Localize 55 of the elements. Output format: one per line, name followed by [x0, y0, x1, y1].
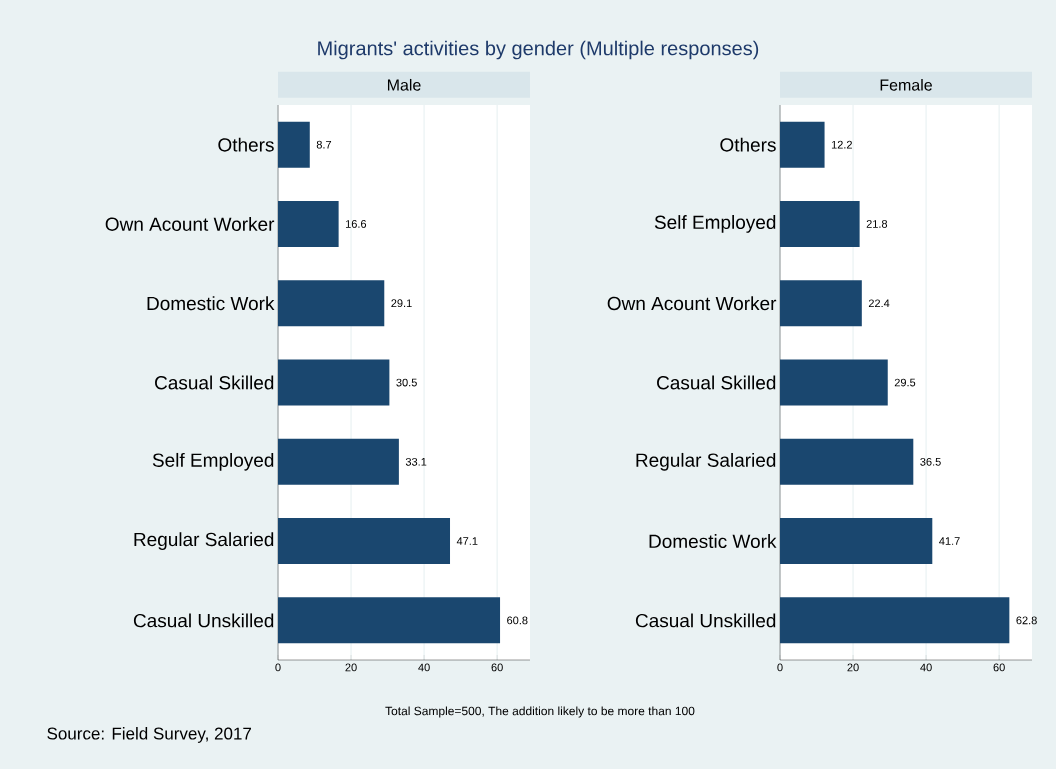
source-note: Source: Field Survey, 2017 [47, 727, 252, 743]
x-tick-label: 40 [920, 663, 932, 672]
bar [780, 280, 862, 327]
chart-subtitle: Female [880, 78, 932, 91]
bar [780, 121, 825, 168]
data-label: 30.5 [396, 378, 417, 387]
data-label: 12.2 [831, 140, 852, 149]
bar [278, 438, 399, 485]
data-label: 22.4 [868, 299, 890, 308]
data-label: 41.7 [939, 537, 960, 545]
bar [278, 200, 339, 247]
data-label: 33.1 [405, 457, 427, 466]
data-label: 60.8 [507, 616, 528, 625]
y-tick-label: Casual Unskilled [635, 613, 776, 628]
y-tick-label: Domestic Work [649, 534, 777, 549]
y-tick-label: Casual Skilled [155, 375, 274, 390]
data-label: 29.5 [894, 378, 916, 387]
data-label: 8.7 [316, 140, 332, 149]
x-tick-label: 60 [491, 663, 503, 672]
bar [780, 200, 860, 247]
data-label: 36.5 [920, 457, 941, 466]
y-tick-label: Others [720, 137, 776, 152]
bar [780, 359, 888, 406]
y-tick-label: Own Acount Worker [607, 296, 777, 311]
bar [278, 121, 310, 168]
y-tick-label: Domestic Work [147, 296, 275, 311]
bar [278, 280, 385, 327]
x-tick-label: 0 [275, 663, 281, 672]
y-tick-label: Casual Unskilled [133, 613, 274, 628]
data-label: 62.8 [1016, 616, 1037, 625]
x-tick-label: 20 [345, 663, 357, 672]
y-tick-label: Self Employed [152, 452, 274, 471]
bar [278, 597, 501, 644]
x-tick-label: 0 [777, 663, 783, 672]
bar [780, 518, 933, 565]
bar [780, 597, 1010, 644]
data-label: 16.6 [345, 220, 367, 228]
y-tick-label: Own Acount Worker [105, 216, 275, 231]
x-tick-label: 20 [847, 663, 859, 672]
data-label: 47.1 [456, 537, 478, 545]
data-label: 21.8 [866, 220, 888, 228]
bar [780, 438, 914, 485]
chart-subtitle: Male [387, 78, 421, 91]
y-tick-label: Self Employed [654, 215, 776, 233]
chart-title: Migrants' activities by gender (Multiple responses) [318, 40, 759, 60]
y-tick-label: Regular Salaried [134, 532, 274, 550]
data-label: 29.1 [391, 299, 412, 308]
bar [278, 359, 390, 406]
y-tick-label: Others [218, 137, 274, 152]
bar [278, 518, 451, 565]
y-tick-label: Casual Skilled [657, 375, 776, 390]
x-tick-label: 40 [418, 663, 430, 672]
text: Total Sample=500, The addition likely to be more than 100 [385, 706, 695, 718]
x-tick-label: 60 [993, 663, 1005, 672]
y-tick-label: Regular Salaried [636, 452, 776, 471]
